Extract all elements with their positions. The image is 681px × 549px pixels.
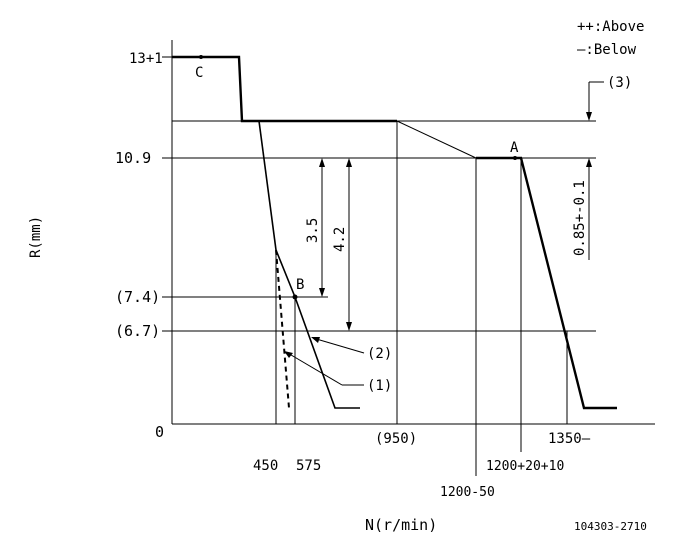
x-tick-1200-50: 1200-50 bbox=[440, 485, 495, 500]
callout-2-leader bbox=[312, 337, 365, 354]
curve-2 bbox=[275, 249, 360, 409]
x-tick-450: 450 bbox=[253, 458, 278, 474]
point-b-label: B bbox=[296, 277, 304, 293]
callout-2-arrow bbox=[311, 337, 320, 343]
dim-3-5-arrow-top bbox=[319, 158, 325, 167]
point-a-marker bbox=[513, 156, 517, 160]
dim-0-85-label: 0.85+-0.1 bbox=[572, 180, 588, 256]
point-c-label: C bbox=[195, 65, 203, 81]
y-tick-6-7: (6.7) bbox=[115, 322, 160, 340]
dim-0-85-arrow-top bbox=[586, 112, 592, 121]
point-c-marker bbox=[199, 55, 203, 59]
dim-3-5-label: 3.5 bbox=[305, 218, 321, 243]
dim-4-2-arrow-bottom bbox=[346, 322, 352, 331]
curve-upper-step bbox=[172, 55, 397, 123]
x-tick-1200-plus: 1200+20+10 bbox=[486, 459, 564, 474]
callout-3-label: (3) bbox=[607, 75, 632, 91]
callout-2-label: (2) bbox=[367, 346, 392, 362]
descent-upper bbox=[258, 120, 277, 251]
curve-1-dashed bbox=[275, 249, 290, 409]
curve-cutoff bbox=[476, 156, 617, 410]
dim-3-5-arrow-bottom bbox=[319, 288, 325, 297]
dim-4-2-label: 4.2 bbox=[332, 227, 348, 252]
callout-1-leader-diag bbox=[285, 351, 343, 386]
dim-4-2-arrow-top bbox=[346, 158, 352, 167]
x-tick-1350: 1350— bbox=[548, 431, 591, 447]
legend-above: ++:Above bbox=[577, 19, 644, 35]
point-b-marker bbox=[292, 294, 298, 300]
point-a-label: A bbox=[510, 140, 519, 156]
x-axis-title: N(r/min) bbox=[365, 516, 437, 534]
y-tick-7-4: (7.4) bbox=[115, 288, 160, 306]
x-tick-575: 575 bbox=[296, 458, 321, 474]
curve-droop bbox=[396, 120, 477, 159]
x-tick-950: (950) bbox=[375, 431, 417, 447]
y-tick-0: 0 bbox=[155, 423, 164, 441]
legend-below: —:Below bbox=[577, 42, 637, 58]
y-axis-title: R(mm) bbox=[28, 216, 44, 258]
y-tick-13: 13+1 bbox=[129, 51, 163, 67]
drawing-code: 104303-2710 bbox=[574, 520, 647, 533]
dim-0-85-arrow-bottom bbox=[586, 158, 592, 167]
callout-1-arrow bbox=[284, 351, 293, 358]
callout-1-label: (1) bbox=[367, 378, 392, 394]
y-tick-10-9: 10.9 bbox=[115, 149, 151, 167]
